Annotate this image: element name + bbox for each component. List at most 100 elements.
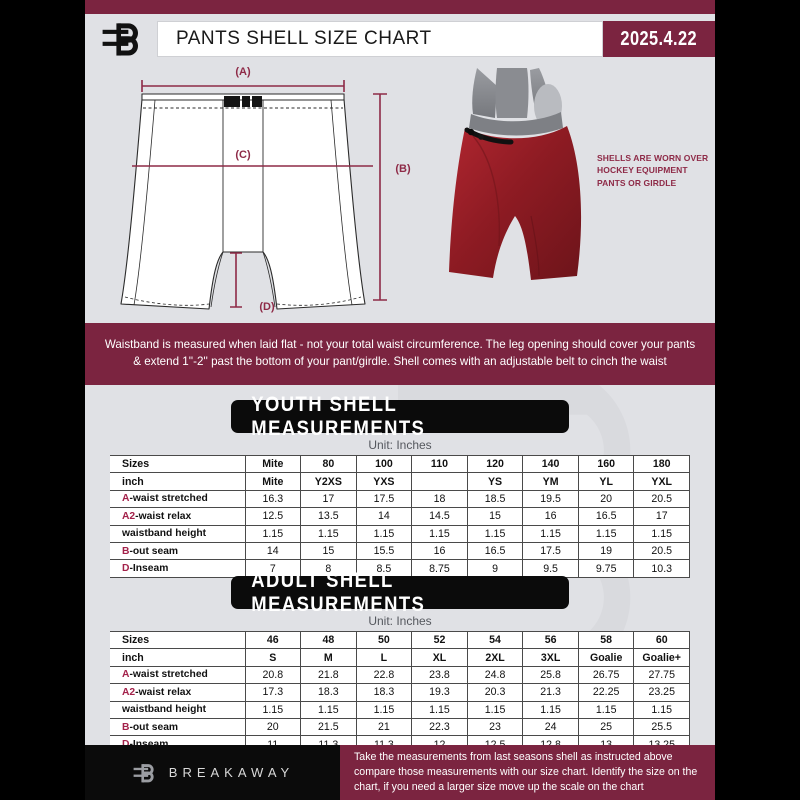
measurement-cell: 20.3 xyxy=(466,683,524,702)
measurement-info-text: Waistband is measured when laid flat - n… xyxy=(104,338,696,368)
measurement-cell: 1.15 xyxy=(355,700,413,719)
breakaway-logo-icon xyxy=(85,14,157,64)
column-header-cell: 46 xyxy=(244,630,302,650)
page-footer: BREAKAWAY Take the measurements from las… xyxy=(85,745,715,800)
measurement-cell: 11 xyxy=(244,735,302,745)
measurement-cell: 17.5 xyxy=(355,489,413,509)
youth-section-title-text: YOUTH SHELL MEASUREMENTS xyxy=(251,392,426,440)
column-header-cell: 110 xyxy=(411,454,468,474)
measurement-cell: 16.3 xyxy=(244,489,302,509)
measurement-cell: 17 xyxy=(300,489,357,509)
measurement-cell: 16.5 xyxy=(466,541,524,561)
measurement-cell: 1.15 xyxy=(300,700,357,719)
column-header-cell: 56 xyxy=(522,630,579,650)
row-label: waistband height xyxy=(110,700,246,719)
measurement-cell: 18.3 xyxy=(300,683,357,702)
column-header-cell xyxy=(411,472,468,491)
date-badge: 2025.4.22 xyxy=(603,21,715,57)
column-header-cell: 50 xyxy=(355,630,413,650)
row-label: B-out seam xyxy=(110,717,246,737)
measurement-cell: 15.5 xyxy=(355,541,413,561)
row-label: A2-waist relax xyxy=(110,683,246,702)
column-header-cell: Y2XS xyxy=(300,472,357,491)
column-header-cell: 60 xyxy=(633,630,690,650)
measurement-cell: 1.15 xyxy=(633,524,690,543)
measurement-cell: 20.8 xyxy=(244,665,302,685)
measurement-cell: 1.15 xyxy=(466,524,524,543)
adult-table-body: Sizes 46 48 50 52 54 56 58 60 inch S M L XL 2XL 3XL Goal… xyxy=(110,630,690,745)
page-header: PANTS SHELL SIZE CHART 2025.4.22 xyxy=(85,14,715,64)
adult-section-title-text: ADULT SHELL MEASUREMENTS xyxy=(251,568,426,616)
footer-logo-icon xyxy=(131,758,157,788)
youth-measurements-table: Sizes Mite 80 100 110 120 140 160 180 inch Mite Y2X… xyxy=(110,454,690,578)
table-row: waistband height 1.15 1.15 1.15 1.15 1.15 1.15… xyxy=(110,524,690,543)
measurement-cell: 25.8 xyxy=(522,665,579,685)
diagram-zone: 7'' BELOW WAIST xyxy=(85,64,715,326)
measurement-cell: 1.15 xyxy=(577,700,635,719)
measurement-cell: 19 xyxy=(577,541,635,561)
row-label: A-waist stretched xyxy=(110,665,246,685)
row-label-code: B xyxy=(122,721,130,733)
table-row: inch Mite Y2XS YXS YS YM YL YXL xyxy=(110,472,690,491)
row-label: inch xyxy=(110,472,246,491)
measurement-cell: 8.75 xyxy=(411,559,468,578)
column-header-cell: M xyxy=(300,648,357,667)
measurement-cell: 20 xyxy=(577,489,635,509)
shell-technical-drawing: (A) (C) (B) (D) xyxy=(95,64,450,326)
measurement-cell: 16.5 xyxy=(577,507,635,526)
measurement-cell: 11.3 xyxy=(300,735,357,745)
row-label-code: A2 xyxy=(122,686,136,698)
measurement-cell: 15 xyxy=(300,541,357,561)
column-header-cell: 160 xyxy=(577,454,635,474)
column-header-cell: YM xyxy=(522,472,579,491)
row-label-code: D xyxy=(122,563,130,575)
measurement-cell: 24 xyxy=(522,717,579,737)
table-row: A2-waist relax 17.3 18.3 18.3 19.3 20.3 21.3 22… xyxy=(110,683,690,702)
product-photo xyxy=(435,66,610,316)
column-header-cell: 180 xyxy=(633,454,690,474)
row-label: B-out seam xyxy=(110,541,246,561)
column-header-cell: Goalie+ xyxy=(633,648,690,667)
measurement-cell: 24.8 xyxy=(466,665,524,685)
measurement-cell: 18.5 xyxy=(466,489,524,509)
measurement-cell: 1.15 xyxy=(300,524,357,543)
row-label-code: A xyxy=(122,669,130,681)
column-header-cell: 2XL xyxy=(466,648,524,667)
column-header-cell: YS xyxy=(466,472,524,491)
footer-brand: BREAKAWAY xyxy=(85,745,340,800)
adult-unit-label: Unit: Inches xyxy=(368,614,432,628)
column-header-cell: YXS xyxy=(355,472,413,491)
table-row: D-Inseam 11 11.3 11.3 12 12.5 12.8 13 13.25 xyxy=(110,735,690,745)
row-label: Sizes xyxy=(110,630,246,650)
measurement-cell: 14 xyxy=(244,541,302,561)
column-header-cell: XL xyxy=(411,648,468,667)
measurement-cell: 21.3 xyxy=(522,683,579,702)
measurement-cell: 15 xyxy=(466,507,524,526)
measurement-cell: 22.3 xyxy=(411,717,468,737)
measurement-cell: 19.3 xyxy=(411,683,468,702)
column-header-cell: YL xyxy=(577,472,635,491)
measurement-cell: 25.5 xyxy=(633,717,690,737)
svg-text:(C): (C) xyxy=(235,149,251,161)
row-label: waistband height xyxy=(110,524,246,543)
column-header-cell: Goalie xyxy=(577,648,635,667)
row-label: A2-waist relax xyxy=(110,507,246,526)
measurement-cell: 27.75 xyxy=(633,665,690,685)
measurement-cell: 23.8 xyxy=(411,665,468,685)
table-row: D-Inseam 7 8 8.5 8.75 9 9.5 9.75 10.3 xyxy=(110,559,690,578)
row-label: D-Inseam xyxy=(110,735,246,745)
measurement-cell: 23 xyxy=(466,717,524,737)
table-row: Sizes Mite 80 100 110 120 140 160 180 xyxy=(110,454,690,474)
measurement-cell: 18 xyxy=(411,489,468,509)
measurement-cell: 20 xyxy=(244,717,302,737)
column-header-cell: 120 xyxy=(466,454,524,474)
measurement-cell: 22.8 xyxy=(355,665,413,685)
table-row: B-out seam 14 15 15.5 16 16.5 17.5 19 20.5 xyxy=(110,541,690,561)
measurement-cell: 1.15 xyxy=(522,700,579,719)
measurement-cell: 26.75 xyxy=(577,665,635,685)
row-label-code: D xyxy=(122,739,130,745)
table-row: inch S M L XL 2XL 3XL Goalie Goalie+ xyxy=(110,648,690,667)
column-header-cell: 3XL xyxy=(522,648,579,667)
measurement-cell: 17 xyxy=(633,507,690,526)
